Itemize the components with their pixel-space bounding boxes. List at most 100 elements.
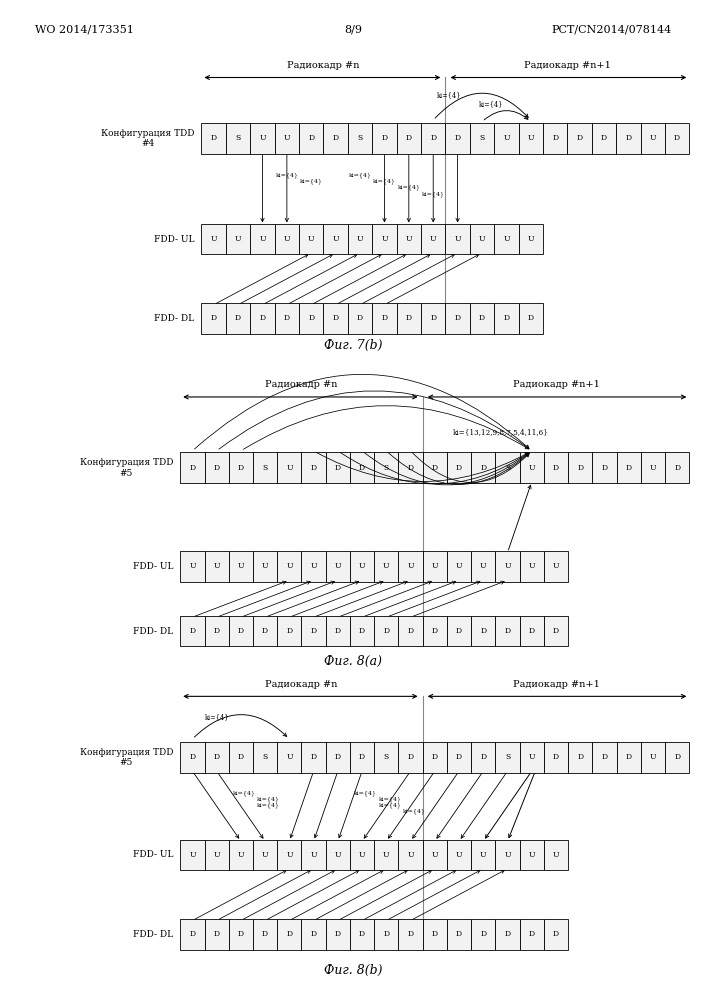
Bar [350,616,374,646]
Bar [423,551,447,582]
Text: U: U [286,851,293,859]
Bar [277,452,301,483]
Text: U: U [553,562,559,570]
Bar [641,452,665,483]
Bar [253,452,277,483]
Bar [229,551,253,582]
Bar [399,840,423,870]
Bar [326,452,350,483]
Text: U: U [334,562,341,570]
Bar [592,742,617,773]
Text: D: D [335,930,341,938]
Bar [374,919,399,950]
Text: U: U [357,235,363,243]
Text: D: D [357,314,363,322]
Bar [274,123,299,154]
Text: U: U [383,562,390,570]
Text: ki={4}: ki={4} [403,808,426,814]
Text: D: D [432,627,438,635]
Bar [201,123,226,154]
Text: U: U [406,235,412,243]
Bar [277,742,301,773]
Text: D: D [407,930,414,938]
Bar [299,123,324,154]
Bar [204,742,229,773]
Text: D: D [480,753,486,761]
Bar [423,616,447,646]
Text: D: D [259,314,266,322]
Text: U: U [310,562,317,570]
Bar [229,919,253,950]
Text: D: D [552,134,559,142]
Text: D: D [189,464,195,472]
Text: U: U [262,851,269,859]
Text: D: D [406,314,412,322]
Text: Фиг. 8(a): Фиг. 8(a) [325,655,382,668]
Text: Конфигурация TDD
#5: Конфигурация TDD #5 [80,748,173,767]
Text: U: U [504,851,510,859]
Text: D: D [626,464,632,472]
Bar [617,452,641,483]
Bar [520,452,544,483]
Text: Конфигурация TDD
#5: Конфигурация TDD #5 [80,458,173,478]
Text: D: D [553,627,559,635]
Bar [496,616,520,646]
Bar [421,224,445,254]
Bar [496,919,520,950]
Text: U: U [431,851,438,859]
Text: D: D [674,464,680,472]
Text: D: D [359,627,365,635]
Text: S: S [479,134,484,142]
Text: U: U [455,235,461,243]
Text: U: U [383,851,390,859]
Bar [617,742,641,773]
Bar [399,919,423,950]
Bar [520,551,544,582]
Bar [567,123,592,154]
Bar [229,616,253,646]
Text: S: S [358,134,363,142]
Text: S: S [235,134,240,142]
Text: D: D [480,930,486,938]
Text: D: D [332,134,339,142]
Bar [447,452,471,483]
Bar [250,303,274,334]
Bar [518,224,543,254]
Text: U: U [479,235,485,243]
Bar [229,840,253,870]
Text: D: D [602,464,607,472]
Bar [445,123,469,154]
Text: U: U [407,851,414,859]
Text: U: U [189,562,196,570]
Text: U: U [359,562,366,570]
Bar [520,840,544,870]
Bar [471,919,496,950]
Text: D: D [432,464,438,472]
Text: D: D [381,134,387,142]
Text: ki={4}: ki={4} [373,179,396,184]
Text: D: D [359,753,365,761]
Text: D: D [456,930,462,938]
Bar [350,840,374,870]
Text: 8/9: 8/9 [344,24,363,34]
Bar [496,840,520,870]
Text: D: D [577,753,583,761]
Bar [372,224,397,254]
Bar [180,452,204,483]
Text: ki={4}: ki={4} [204,713,229,721]
Text: ki={4}: ki={4} [378,802,402,808]
Bar [423,919,447,950]
Text: ki={4}: ki={4} [479,100,503,108]
Text: ki={4}: ki={4} [422,191,445,197]
Text: FDD- UL: FDD- UL [133,562,173,571]
Bar [301,919,326,950]
Bar [277,919,301,950]
Text: D: D [456,753,462,761]
Text: D: D [211,134,217,142]
Bar [469,224,494,254]
Bar [616,123,641,154]
Bar [372,303,397,334]
Text: D: D [214,753,220,761]
Bar [250,123,274,154]
Bar [374,551,399,582]
